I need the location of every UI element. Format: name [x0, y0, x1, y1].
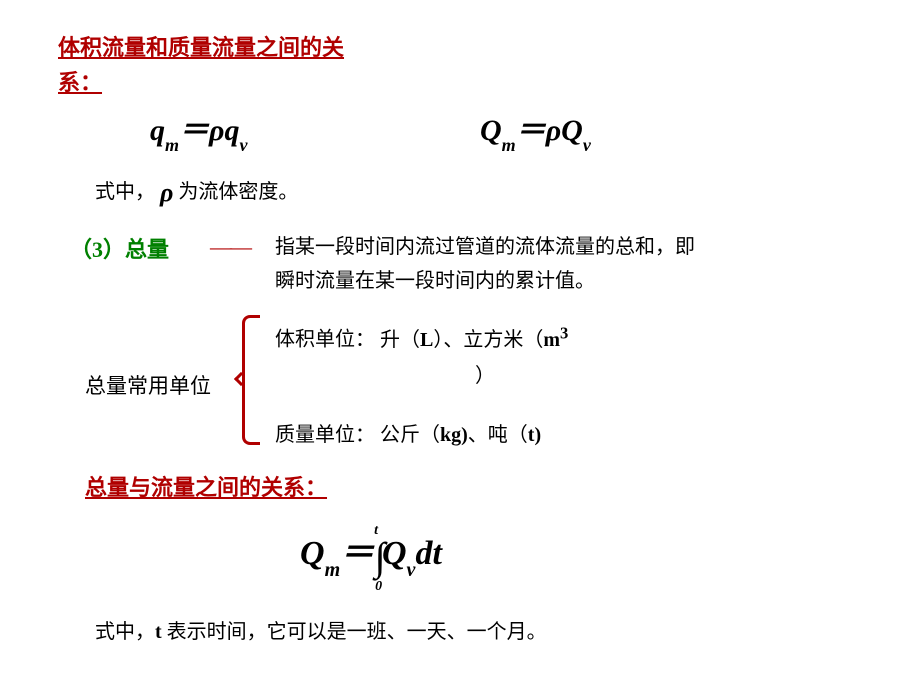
- volume-unit-line: 体积单位： 升（L）、立方米（m3 ）: [275, 318, 775, 394]
- sub-v2: v: [583, 135, 591, 155]
- density-post: 为流体密度。: [178, 181, 298, 203]
- sub-m2: m: [502, 135, 516, 155]
- int-Qm: Q: [300, 535, 325, 572]
- sym-eq: ＝: [179, 114, 209, 147]
- sym-q2: q: [224, 114, 239, 147]
- rho-symbol: ρ: [160, 178, 173, 207]
- int-t: t: [432, 535, 441, 572]
- volume-label: 体积单位：: [275, 329, 375, 351]
- sub-m: m: [165, 135, 179, 155]
- heading-relationship: 体积流量和质量流量之间的关系：: [58, 30, 358, 100]
- int-lo: 0: [375, 579, 382, 594]
- int-eq: ＝: [340, 535, 374, 572]
- sym-rho2: ρ: [546, 114, 561, 147]
- sym-q: q: [150, 114, 165, 147]
- heading-integral: 总量与流量之间的关系：: [85, 470, 327, 502]
- section3-l2: 瞬时流量在某一段时间内的累计值。: [275, 270, 595, 292]
- sym-Q2: Q: [561, 114, 583, 147]
- formula-Qm-pQv: Qm＝ρQv: [480, 105, 591, 152]
- formula-integral: Qm＝∫0tQvdt: [300, 525, 442, 578]
- sub-v: v: [239, 135, 247, 155]
- mass-unit-line: 质量单位： 公斤（kg)、吨（t): [275, 418, 541, 447]
- volume-value: 升（L）、立方米（m3: [380, 329, 568, 351]
- sym-eq2: ＝: [516, 114, 546, 147]
- density-pre: 式中，: [95, 181, 155, 203]
- units-label: 总量常用单位: [85, 370, 211, 400]
- int-d: d: [415, 535, 432, 572]
- mass-value: 公斤（kg)、吨（t): [380, 424, 541, 446]
- int-Qm-sub: m: [325, 559, 341, 581]
- int-hi: t: [374, 523, 378, 538]
- int-Qv: Q: [382, 535, 407, 572]
- integral-symbol: ∫: [374, 534, 385, 579]
- int-Qv-sub: v: [407, 559, 416, 581]
- red-dash: ——: [210, 234, 250, 260]
- sym-Q: Q: [480, 114, 502, 147]
- section3-label: （3）总量: [70, 232, 169, 264]
- volume-sup: 3: [560, 323, 568, 342]
- formula-qm-pqv: qm＝ρqv: [150, 105, 247, 152]
- section3-desc: 指某一段时间内流过管道的流体流量的总和，即 瞬时流量在某一段时间内的累计值。: [275, 230, 845, 298]
- section3-l1: 指某一段时间内流过管道的流体流量的总和，即: [275, 236, 695, 258]
- mass-label: 质量单位：: [275, 424, 375, 446]
- footer-text: 式中，t 表示时间，它可以是一班、一天、一个月。: [95, 615, 547, 644]
- sym-rho: ρ: [209, 114, 224, 147]
- volume-close: ）: [475, 365, 495, 387]
- density-sentence: 式中， ρ 为流体密度。: [95, 175, 298, 205]
